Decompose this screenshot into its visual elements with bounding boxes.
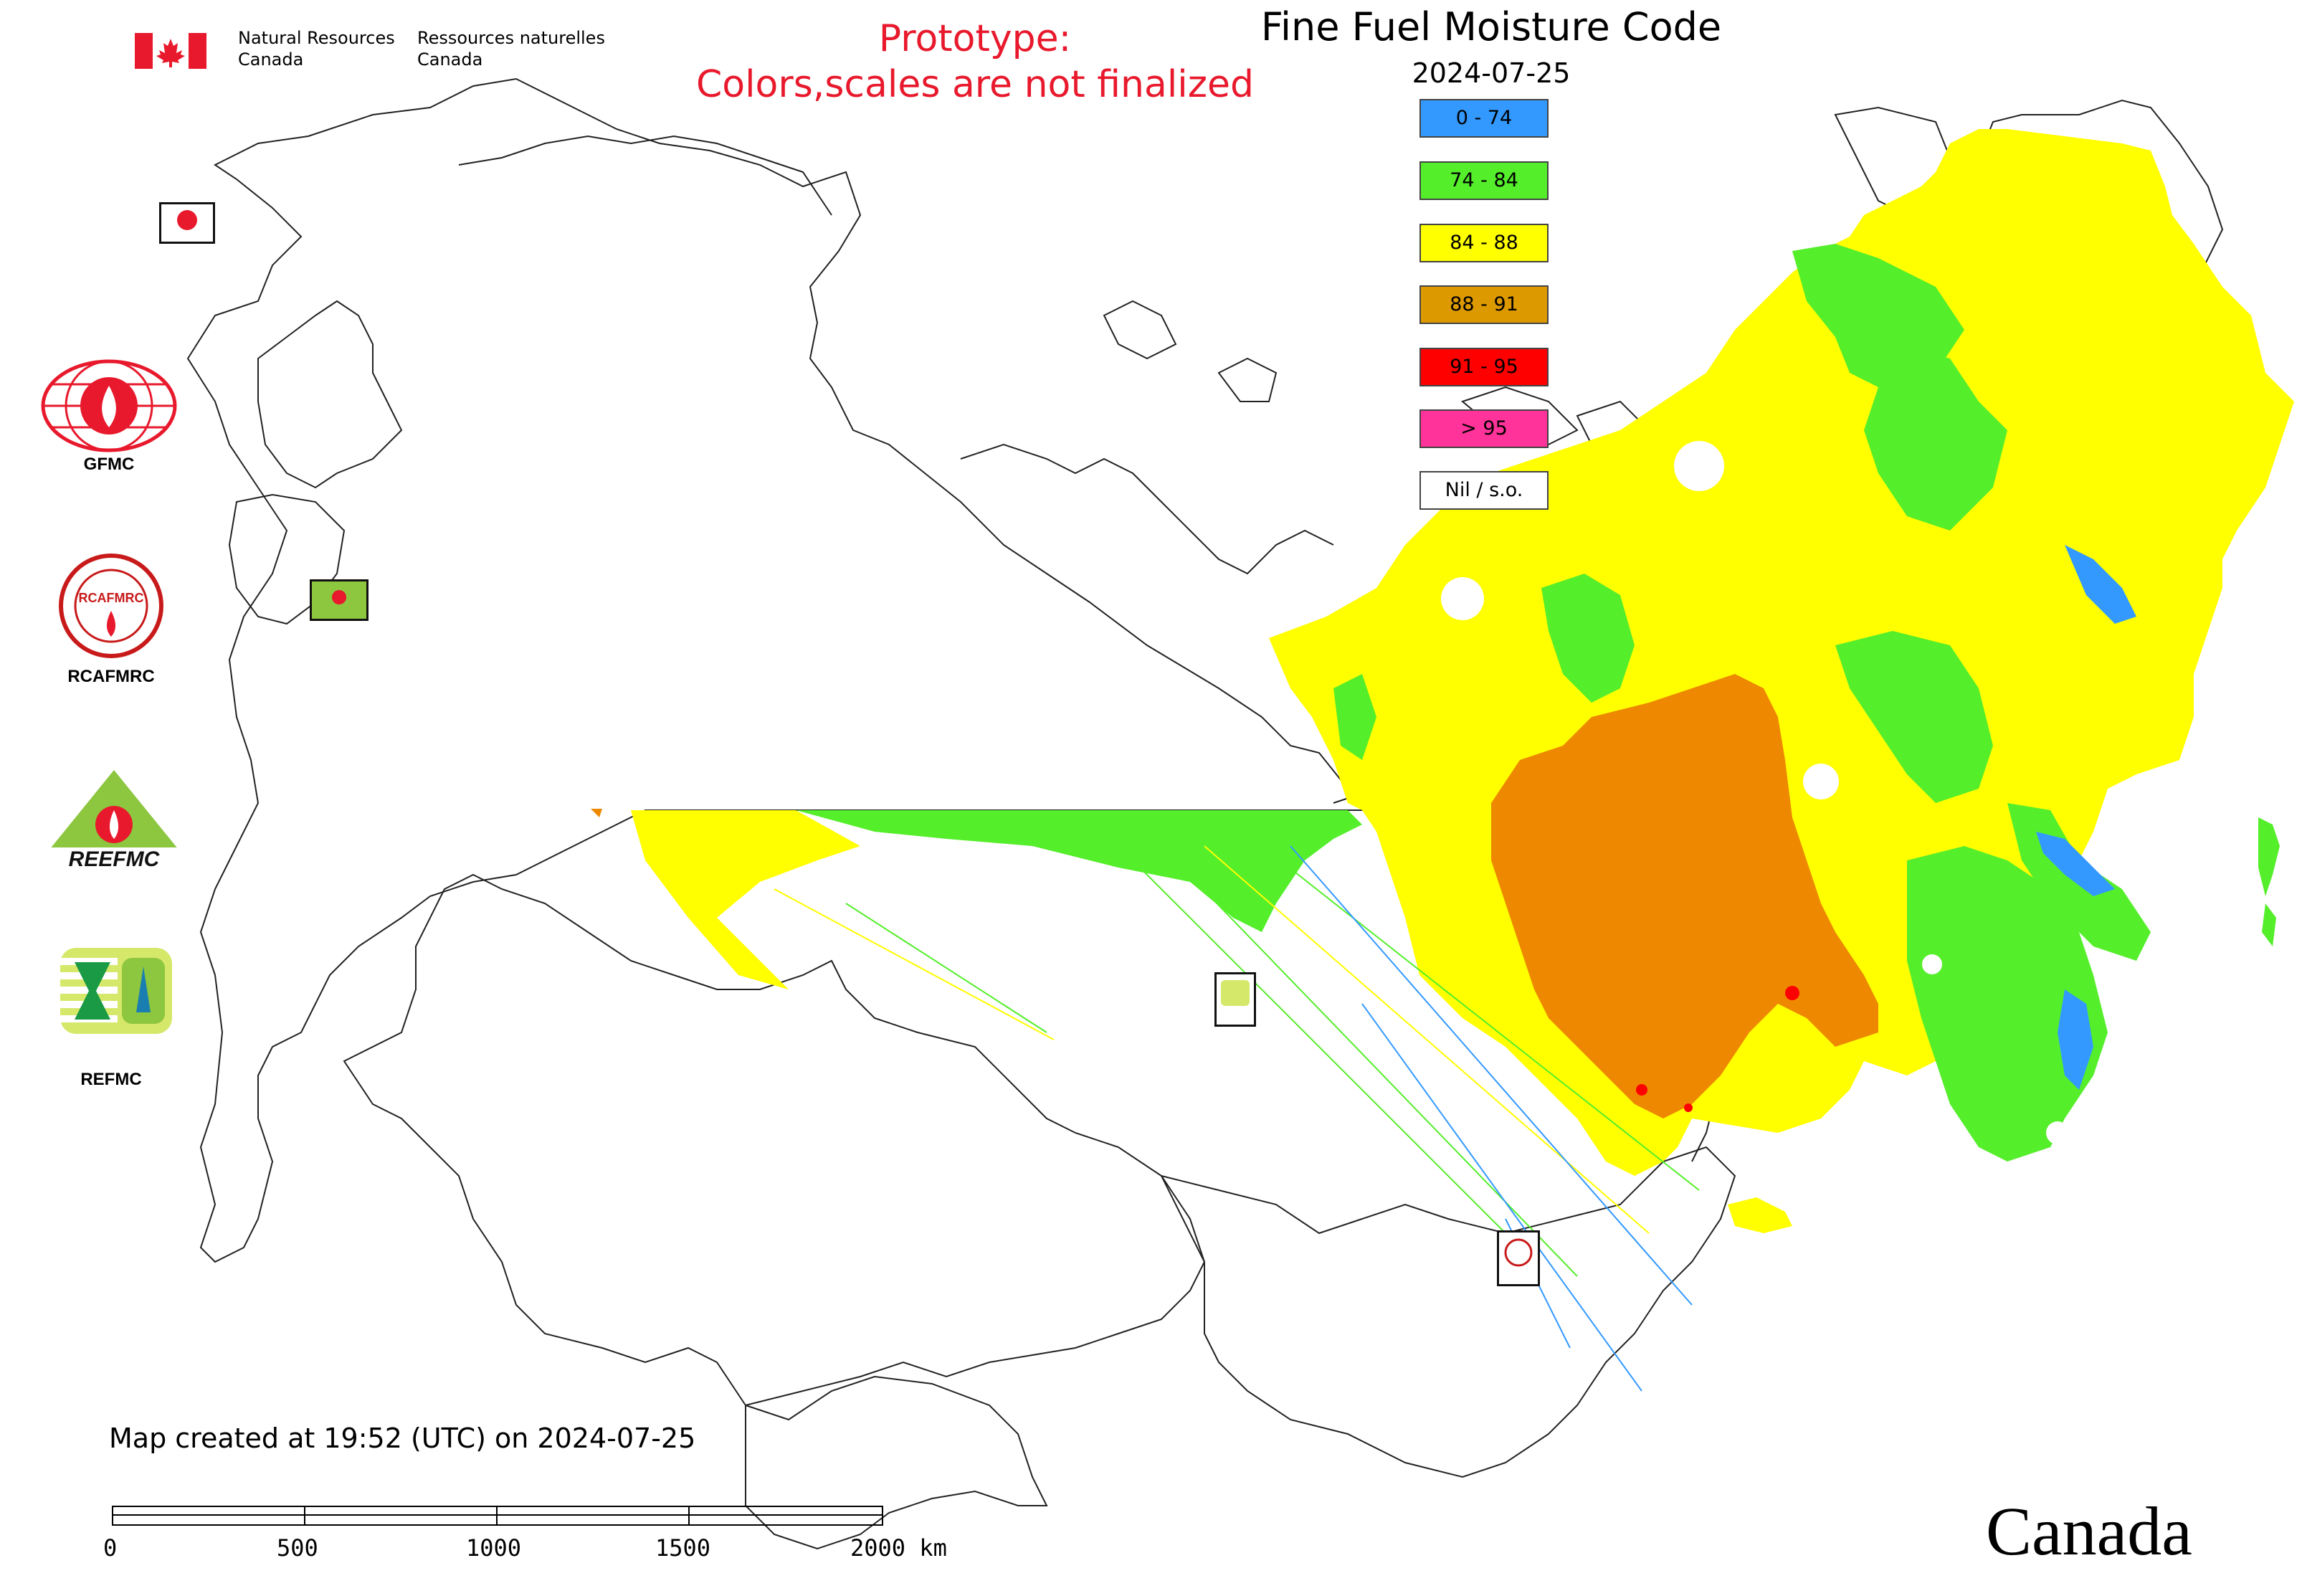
gfmc-map-marker [159,202,215,244]
refmc-map-marker [1214,972,1256,1027]
map-title: Fine Fuel Moisture Code [1260,4,1722,49]
reefmc-map-marker [310,579,368,621]
legend-item-84-88: 84 - 88 [1419,224,1549,262]
rcafmrc-logo-icon: RCAFMRC [59,554,163,658]
agency-en-line-1: Natural Resources [238,28,395,48]
gfmc-marker-icon [177,210,197,230]
agency-fr-line-2: Canada [417,49,483,70]
scale-bar [112,1506,883,1526]
reefmc-logo-icon: REEFMC [37,770,191,871]
rcafmrc-label: RCAFMRC [67,667,155,686]
scale-label-500: 500 [277,1534,318,1562]
prototype-notice: Prototype: Colors,scales are not finaliz… [645,16,1305,108]
canada-flag-icon [135,33,206,69]
legend-item-0-74: 0 - 74 [1419,99,1549,138]
legend-item-91-95: 91 - 95 [1419,348,1549,386]
agency-name-en: Natural Resources Canada [238,27,424,70]
canada-wordmark: Canada [1986,1493,2192,1569]
reefmc-logo: REEFMC [37,767,191,878]
scale-label-0: 0 [103,1534,118,1562]
ffmc-fields [591,129,2294,1233]
streak-lines [774,845,1700,1392]
map-created-note: Map created at 19:52 (UTC) on 2024-07-25 [109,1422,696,1454]
svg-text:RCAFMRC: RCAFMRC [79,591,144,605]
scale-label-1000: 1000 [466,1534,522,1562]
scale-label-2000: 2000 km [850,1534,947,1562]
refmc-logo [60,948,172,1037]
map-date: 2024-07-25 [1412,57,1571,89]
gfmc-logo [37,356,181,459]
kuril-islands [2258,817,2280,946]
legend-item-88-91: 88 - 91 [1419,285,1549,324]
rcafmrc-map-marker [1497,1230,1540,1286]
legend-item-over-95: > 95 [1419,409,1549,448]
gfmc-label: GFMC [83,455,135,474]
agency-fr-line-1: Ressources naturelles [417,28,605,48]
scale-label-1500: 1500 [655,1534,711,1562]
gfmc-logo-icon [41,359,177,452]
refmc-label: REFMC [80,1070,142,1089]
legend-item-74-84: 74 - 84 [1419,161,1549,200]
rcafmrc-marker-icon [1504,1238,1533,1267]
refmc-logo-icon [60,948,172,1034]
legend-item-nil: Nil / s.o. [1419,471,1549,510]
agency-name-fr: Ressources naturelles Canada [417,27,618,70]
agency-en-line-2: Canada [238,49,304,70]
reefmc-marker-icon [332,590,346,604]
prototype-line-2: Colors,scales are not finalized [695,63,1255,106]
prototype-line-1: Prototype: [878,17,1072,60]
refmc-marker-icon [1221,980,1250,1006]
svg-text:REEFMC: REEFMC [69,847,161,871]
rcafmrc-logo: RCAFMRC [57,552,165,662]
